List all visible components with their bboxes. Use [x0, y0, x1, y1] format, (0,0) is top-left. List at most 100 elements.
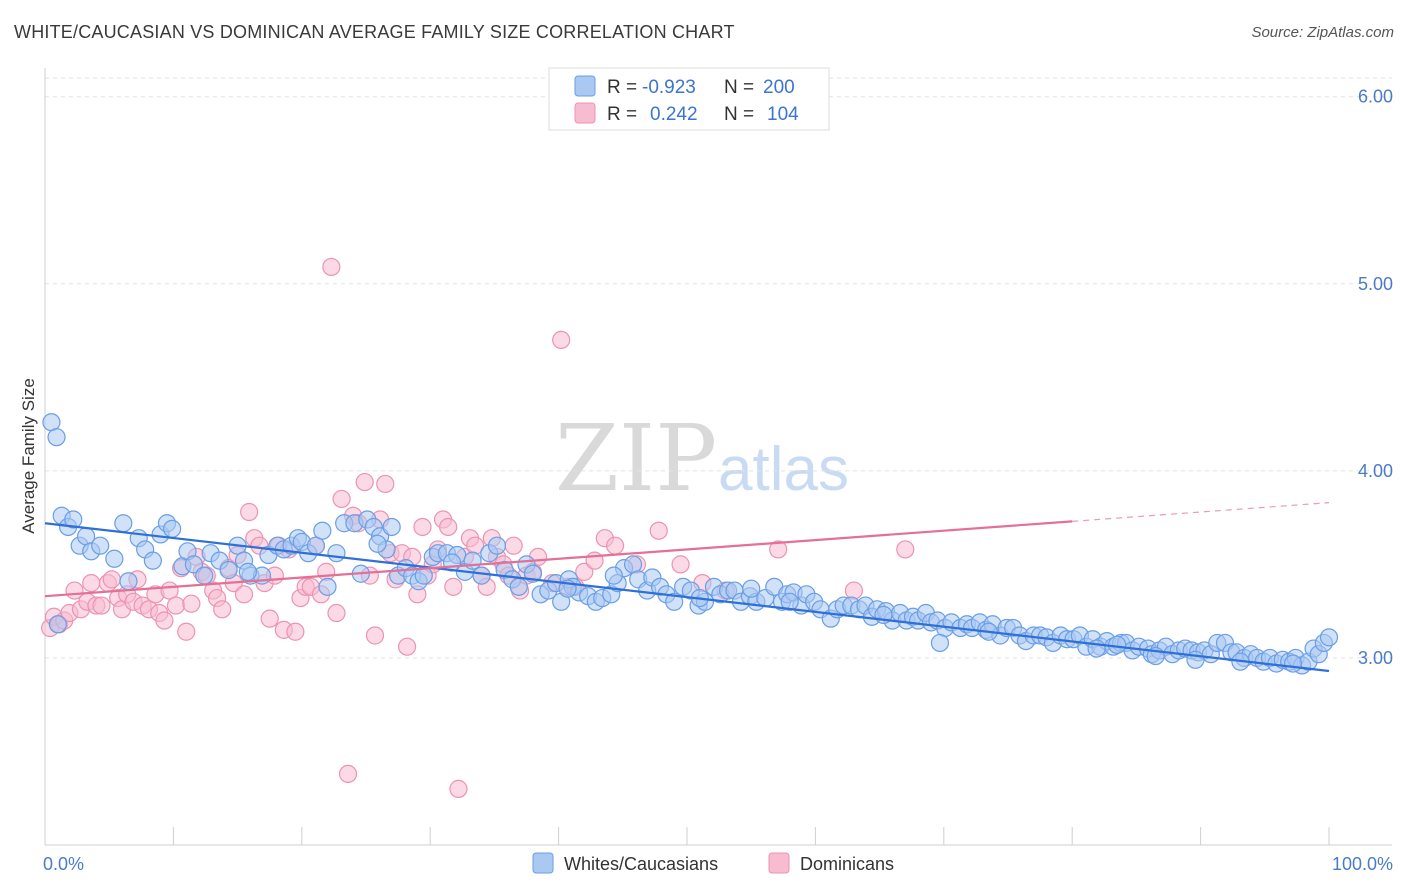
dominicans-point: [844, 581, 864, 600]
x-tick-label-0: 0.0%: [43, 854, 84, 874]
dominicans-point: [234, 585, 254, 604]
dominicans-point: [504, 536, 523, 555]
y-tick-label-3: 6.00: [1358, 87, 1393, 107]
dominicans-point: [365, 626, 385, 645]
dominicans-point: [327, 603, 346, 623]
whites-point: [930, 633, 950, 653]
dominicans-point: [322, 257, 341, 277]
series-legend: Whites/Caucasians Dominicans: [532, 852, 894, 874]
whites-point: [487, 536, 507, 555]
whites-point: [742, 579, 761, 598]
whites-point: [64, 510, 83, 529]
whites-point: [219, 560, 238, 580]
whites-point: [105, 549, 124, 568]
y-tick-label-1: 4.00: [1358, 461, 1393, 481]
whites-point: [195, 566, 214, 585]
whites-point: [238, 562, 257, 581]
whites-point: [119, 572, 138, 591]
dominicans-point: [413, 517, 432, 537]
whites-point: [665, 592, 684, 611]
whites-point: [327, 544, 346, 563]
series-label-whites: Whites/Caucasians: [564, 854, 718, 874]
dominicans-trend-extension: [1072, 502, 1330, 522]
whites-point: [313, 521, 332, 540]
dominicans-point: [439, 517, 458, 537]
whites-point: [604, 566, 623, 585]
legend-r-dominicans: 0.242: [650, 104, 698, 125]
y-axis-title: Average Family Size: [19, 378, 38, 534]
dominicans-point: [449, 779, 468, 798]
legend-r-label-whites: R =: [607, 77, 637, 98]
whites-point: [48, 615, 67, 634]
dominicans-point: [896, 540, 915, 559]
dominicans-point: [177, 622, 196, 641]
dominicans-point: [671, 555, 690, 574]
legend-swatch-dominicans: [574, 102, 596, 124]
dominicans-point: [444, 577, 463, 596]
series-swatch-dominicans: [768, 852, 790, 874]
legend-swatch-whites: [574, 75, 596, 97]
dominicans-trend-line: [44, 520, 1073, 598]
dominicans-point: [332, 489, 351, 509]
x-tick-labels: 0.0% 100.0%: [43, 854, 1393, 874]
dominicans-point: [213, 600, 232, 619]
dominicans-point: [82, 573, 101, 593]
dominicans-point: [155, 611, 174, 630]
whites-point: [1319, 628, 1339, 647]
whites-point: [318, 577, 337, 596]
whites-trend-line: [44, 522, 1330, 673]
dominicans-point: [376, 474, 395, 494]
dominicans-point: [355, 472, 374, 492]
dominicans-point: [102, 570, 121, 589]
whites-point: [509, 577, 528, 596]
dominicans-point: [240, 502, 259, 522]
series-label-dominicans: Dominicans: [800, 854, 894, 874]
y-tick-label-0: 3.00: [1358, 648, 1393, 668]
y-tick-labels: 3.00 4.00 5.00 6.00: [1358, 87, 1393, 668]
axes: [44, 68, 1392, 846]
whites-point: [1108, 635, 1127, 654]
dominicans-point: [182, 594, 201, 613]
legend-n-dominicans: 104: [767, 104, 799, 125]
whites-point: [184, 555, 204, 574]
whites-point: [463, 551, 482, 570]
legend-box: [548, 67, 830, 131]
legend-n-label-whites: N =: [724, 77, 754, 98]
watermark-atlas: atlas: [718, 435, 849, 504]
whites-point: [368, 534, 387, 553]
legend-r-label-dominicans: R =: [607, 104, 637, 125]
y-tick-label-2: 5.00: [1358, 274, 1393, 294]
watermark: ZIP atlas: [555, 405, 849, 512]
source-label: Source: ZipAtlas.com: [1251, 24, 1394, 41]
dominicans-point: [286, 622, 305, 641]
watermark-zip: ZIP: [555, 405, 717, 512]
legend-n-whites: 200: [763, 77, 795, 98]
dominicans-point: [166, 596, 186, 615]
legend-r-whites: -0.923: [642, 77, 696, 98]
x-tick-label-1: 100.0%: [1332, 854, 1393, 874]
whites-point: [382, 517, 401, 537]
whites-point: [163, 519, 182, 538]
whites-point: [114, 514, 133, 533]
dominicans-point: [92, 596, 111, 615]
chart-title: WHITE/CAUCASIAN VS DOMINICAN AVERAGE FAM…: [14, 22, 735, 42]
stats-legend: R = -0.923 N = 200 R = 0.242 N = 104: [548, 67, 830, 131]
dominicans-point: [769, 540, 788, 559]
dominicans-point: [575, 562, 594, 581]
series-swatch-whites: [532, 852, 554, 874]
whites-point: [91, 536, 110, 555]
dominicans-point: [397, 637, 417, 656]
dominicans-point: [605, 536, 625, 555]
whites-point: [47, 428, 66, 447]
dominicans-point: [317, 562, 336, 581]
legend-n-label-dominicans: N =: [724, 104, 754, 125]
dominicans-point: [260, 609, 279, 628]
dominicans-point: [338, 764, 358, 784]
dominicans-point: [552, 330, 571, 350]
trend-lines: [44, 502, 1330, 673]
whites-point: [143, 551, 162, 570]
whites-point: [472, 566, 491, 585]
whites-point: [1186, 650, 1205, 669]
whites-point: [780, 592, 799, 611]
